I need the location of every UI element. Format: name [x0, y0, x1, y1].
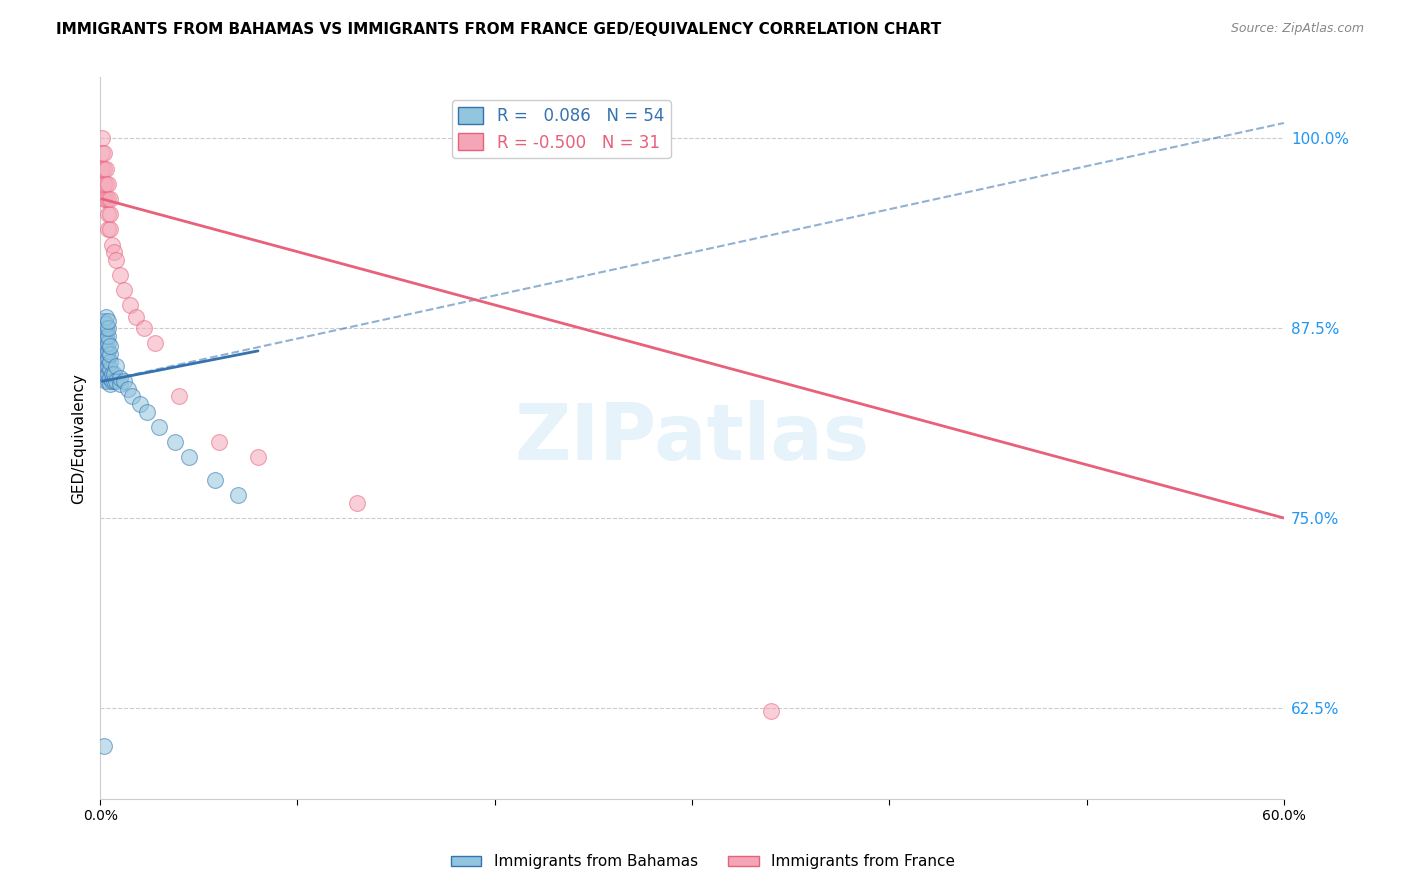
Text: ZIPatlas: ZIPatlas: [515, 401, 869, 476]
Point: [97, 374, 120, 388]
Point: [97, 313, 120, 327]
Point: [98, 371, 121, 385]
Point: [246, 450, 269, 465]
Point: [93, 362, 115, 376]
Point: [93, 321, 115, 335]
Legend: Immigrants from Bahamas, Immigrants from France: Immigrants from Bahamas, Immigrants from…: [444, 848, 962, 875]
Point: [117, 382, 139, 396]
Point: [98, 347, 121, 361]
Point: [93, 343, 115, 358]
Point: [132, 321, 155, 335]
Point: [94, 317, 117, 331]
Point: [207, 435, 229, 450]
Point: [94, 336, 117, 351]
Point: [108, 377, 131, 392]
Point: [104, 252, 127, 267]
Point: [98, 222, 121, 236]
Point: [98, 377, 121, 392]
Point: [93, 328, 115, 343]
Point: [94, 367, 117, 381]
Point: [148, 420, 170, 434]
Point: [97, 328, 120, 343]
Point: [112, 374, 135, 388]
Point: [93, 192, 115, 206]
Point: [98, 354, 121, 368]
Point: [94, 351, 117, 366]
Point: [93, 146, 115, 161]
Y-axis label: GED/Equivalency: GED/Equivalency: [72, 373, 86, 504]
Point: [94, 310, 117, 325]
Point: [97, 321, 120, 335]
Point: [101, 367, 124, 381]
Point: [103, 367, 125, 381]
Point: [91, 321, 114, 335]
Point: [103, 374, 125, 388]
Text: Source: ZipAtlas.com: Source: ZipAtlas.com: [1230, 22, 1364, 36]
Point: [101, 374, 124, 388]
Point: [97, 359, 120, 373]
Point: [97, 336, 120, 351]
Point: [93, 177, 115, 191]
Point: [97, 177, 120, 191]
Point: [346, 496, 368, 510]
Point: [94, 359, 117, 373]
Point: [104, 359, 127, 373]
Legend: R =   0.086   N = 54, R = -0.500   N = 31: R = 0.086 N = 54, R = -0.500 N = 31: [451, 100, 671, 158]
Point: [91, 328, 114, 343]
Point: [98, 339, 121, 353]
Text: IMMIGRANTS FROM BAHAMAS VS IMMIGRANTS FROM FRANCE GED/EQUIVALENCY CORRELATION CH: IMMIGRANTS FROM BAHAMAS VS IMMIGRANTS FR…: [56, 22, 942, 37]
Point: [93, 351, 115, 366]
Point: [94, 192, 117, 206]
Point: [97, 222, 120, 236]
Point: [94, 177, 117, 191]
Point: [98, 362, 121, 376]
Point: [103, 245, 125, 260]
Point: [759, 704, 782, 718]
Point: [98, 207, 121, 221]
Point: [97, 367, 120, 381]
Point: [91, 161, 114, 176]
Point: [97, 351, 120, 366]
Point: [97, 192, 120, 206]
Point: [94, 328, 117, 343]
Point: [94, 374, 117, 388]
Point: [93, 313, 115, 327]
Point: [97, 343, 120, 358]
Point: [98, 192, 121, 206]
Point: [145, 336, 167, 351]
Point: [108, 268, 131, 282]
Point: [94, 321, 117, 335]
Point: [124, 310, 146, 325]
Point: [128, 397, 150, 411]
Point: [101, 237, 124, 252]
Point: [204, 473, 226, 487]
Point: [165, 435, 187, 450]
Point: [118, 298, 141, 312]
Point: [104, 374, 127, 388]
Point: [93, 161, 115, 176]
Point: [94, 343, 117, 358]
Point: [226, 488, 249, 502]
Point: [93, 336, 115, 351]
Point: [94, 161, 117, 176]
Point: [112, 283, 135, 297]
Point: [93, 739, 115, 753]
Point: [91, 313, 114, 327]
Point: [108, 371, 131, 385]
Point: [167, 389, 190, 403]
Point: [121, 389, 143, 403]
Point: [136, 405, 159, 419]
Point: [91, 131, 114, 145]
Point: [97, 207, 120, 221]
Point: [91, 146, 114, 161]
Point: [177, 450, 200, 465]
